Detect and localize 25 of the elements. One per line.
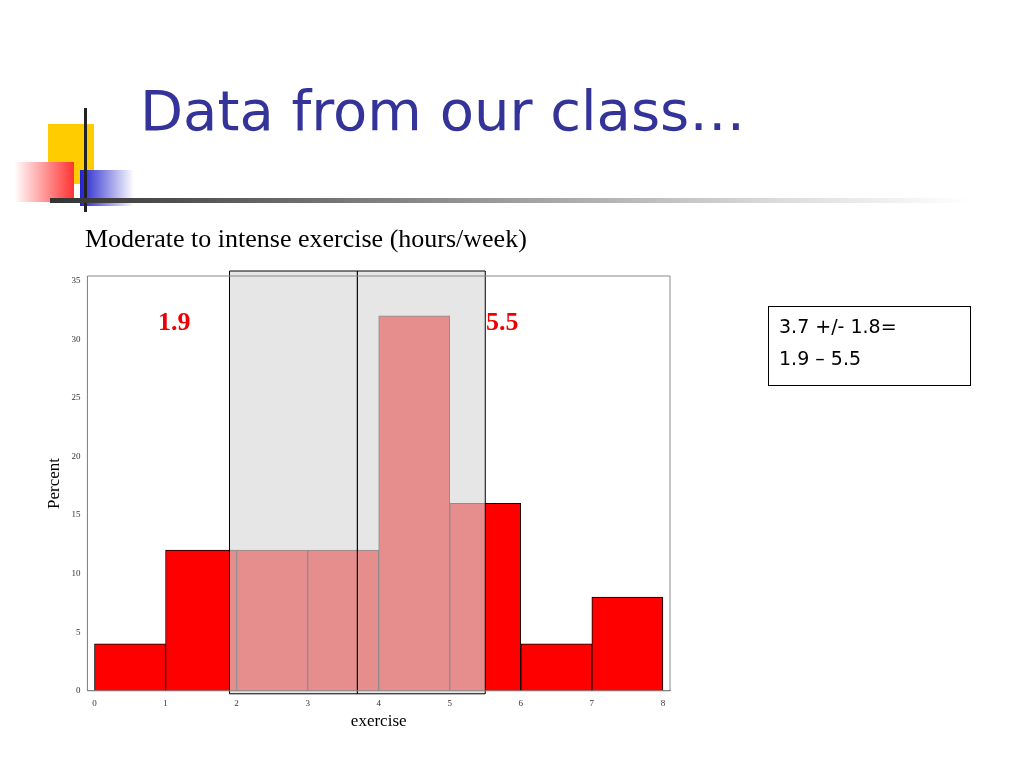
x-tick-label: 3: [305, 697, 311, 708]
x-tick-label: 2: [234, 697, 239, 708]
chart-title: Data from our class…: [140, 78, 746, 143]
y-tick-label: 25: [71, 392, 81, 403]
y-tick-label: 5: [75, 626, 81, 637]
y-tick-label: 20: [71, 450, 81, 461]
y-tick-label: 15: [71, 509, 81, 520]
text: 1.9 – 5.5: [779, 347, 862, 369]
y-axis-title: Percent: [43, 457, 63, 509]
chart-subtitle: Moderate to intense exercise (hours/week): [85, 224, 527, 254]
y-tick-label: 0: [75, 685, 81, 696]
x-tick-label: 6: [518, 697, 524, 708]
x-tick-label: 4: [376, 697, 382, 708]
text: 3.7 +/- 1.8=: [779, 315, 898, 337]
x-tick-label: 7: [589, 697, 595, 708]
y-tick-label: 30: [71, 333, 81, 344]
annotation: 1.9: [158, 307, 191, 337]
x-tick-label: 8: [660, 697, 666, 708]
x-tick-label: 1: [163, 697, 168, 708]
x-tick-label: 5: [447, 697, 453, 708]
annotation: 5.5: [486, 307, 519, 337]
y-tick-label: 10: [71, 567, 81, 578]
x-axis-title: exercise: [350, 711, 407, 731]
x-tick-label: 0: [92, 697, 98, 708]
y-tick-label: 35: [71, 275, 81, 286]
